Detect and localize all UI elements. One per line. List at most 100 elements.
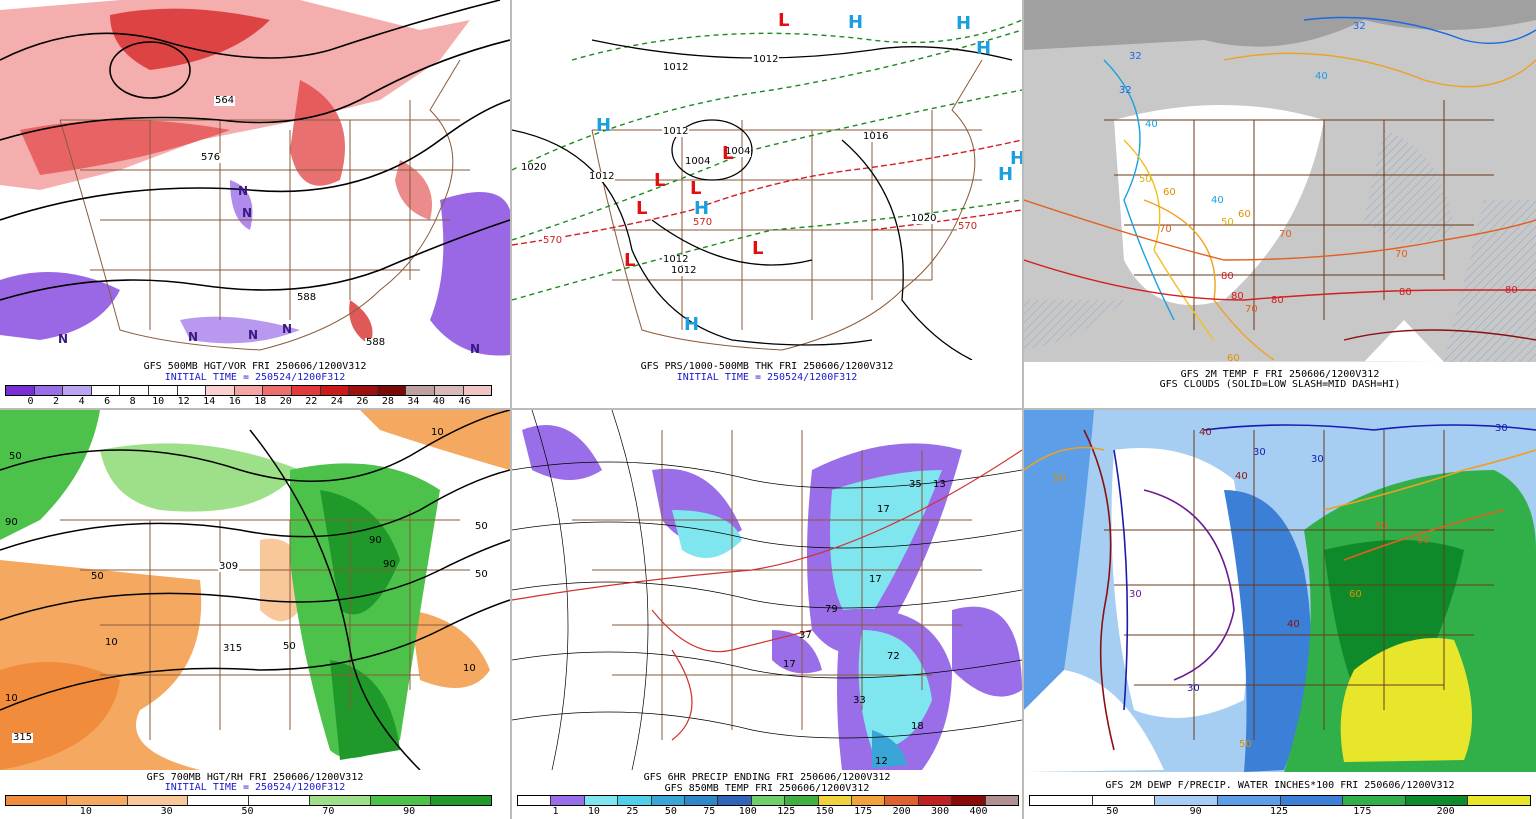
colorbar-swatch [349, 386, 378, 395]
colorbar-tick-label: 22 [305, 396, 318, 407]
map-500mb [0, 0, 510, 360]
thickness-label: 570 [692, 217, 714, 228]
isobar-label: 1004 [684, 156, 712, 167]
colorbar-tick-label: 400 [969, 806, 988, 817]
low-pressure-symbol: L [636, 198, 648, 219]
isobar-label: 1012 [662, 62, 690, 73]
panel-subtitle: GFS CLOUDS (SOLID=LOW SLASH=MID DASH=HI) [1159, 379, 1401, 390]
colorbar-tick-label: 90 [1189, 806, 1202, 817]
colorbar-swatch [818, 796, 853, 805]
colorbar-tick-label: 100 [738, 806, 757, 817]
dewpoint-label: 40 [1199, 427, 1212, 438]
high-pressure-symbol: H [1010, 148, 1022, 169]
contour-label: 564 [214, 95, 236, 106]
panel-precip-850mb: 37 17 17 79 72 33 18 12 35 13 17 GFS 6HR… [512, 410, 1022, 819]
vort-min-symbol: N [242, 206, 253, 220]
isotherm-label: 40 [1211, 195, 1224, 206]
colorbar-swatch [309, 796, 371, 805]
colorbar-tick-label: 50 [241, 806, 254, 817]
isotherm-label: 50 [1221, 217, 1234, 228]
high-pressure-symbol: H [998, 164, 1014, 185]
colorbar-tick-label: 46 [458, 396, 471, 407]
dewpoint-label: 60 [1349, 589, 1362, 600]
colorbar-swatch [6, 386, 35, 395]
colorbar-tick-label: 125 [1269, 806, 1289, 817]
dewpoint-label: 30 [1495, 423, 1508, 434]
isotherm-label: 32 [1353, 21, 1366, 32]
isobar-label: 1020 [520, 162, 548, 173]
dewpoint-label: 50 [1053, 473, 1066, 484]
isotherm-label: 50 [1139, 174, 1152, 185]
colorbar-swatch [234, 386, 264, 395]
precip-label: 33 [853, 695, 866, 706]
colorbar-swatch [518, 796, 552, 805]
colorbar-precip [517, 795, 1019, 806]
contour-label: 576 [200, 152, 222, 163]
panel-init-time: INITIAL TIME = 250524/1200F312 [676, 372, 858, 383]
high-pressure-symbol: H [956, 13, 972, 34]
precip-label: 13 [933, 479, 946, 490]
vort-min-symbol: N [470, 342, 481, 356]
isotherm-label: 70 [1395, 249, 1408, 260]
colorbar-swatch [618, 796, 652, 805]
colorbar-tick-label: 50 [664, 806, 677, 817]
colorbar-tick-label: 90 [403, 806, 416, 817]
contour-label: 588 [365, 337, 387, 348]
panel-init-time: INITIAL TIME = 250524/1200F312 [164, 372, 346, 383]
colorbar-tick-label: 200 [1436, 806, 1455, 817]
panel-700mb-rh: 50 90 90 50 10 10 315 315 309 50 50 10 5… [0, 410, 510, 819]
colorbar-tick-label: 10 [79, 806, 92, 817]
panel-500mb-vorticity: 564 576 588 588 N N N N N N N GFS 500MB … [0, 0, 510, 408]
height-label: 315 [222, 643, 244, 654]
vort-min-symbol: N [282, 322, 293, 336]
isotherm-label: 70 [1159, 224, 1172, 235]
colorbar-swatch [1030, 796, 1093, 805]
isobar-label: 1020 [910, 213, 938, 224]
colorbar-swatch [1343, 796, 1406, 805]
rh-label: 10 [463, 663, 476, 674]
dewpoint-label: 50 [1375, 521, 1388, 532]
height-label: 315 [12, 732, 34, 743]
colorbar-swatch [952, 796, 986, 805]
colorbar-swatch [406, 386, 435, 395]
colorbar-swatch [120, 386, 149, 395]
colorbar-swatch [584, 796, 619, 805]
colorbar-swatch [177, 386, 207, 395]
dewpoint-label: 50 [1239, 739, 1252, 750]
colorbar-tick-label: 75 [703, 806, 716, 817]
colorbar-labels: 10 30 50 70 90 [5, 806, 490, 818]
colorbar-swatch [263, 386, 292, 395]
panel-dewpoint-pw: 50 40 30 30 30 40 50 60 60 30 30 50 40 G… [1024, 410, 1536, 819]
precip-label: 18 [911, 721, 924, 732]
colorbar-tick-label: 25 [626, 806, 639, 817]
colorbar-swatch [463, 386, 492, 395]
high-pressure-symbol: H [694, 198, 710, 219]
colorbar-tick-label: 34 [407, 396, 420, 407]
colorbar-swatch [885, 796, 919, 805]
contour-label: 588 [296, 292, 318, 303]
colorbar-tick-label: 175 [854, 806, 873, 817]
isotherm-label: 32 [1129, 51, 1142, 62]
low-pressure-symbol: L [654, 170, 666, 191]
colorbar-swatch [291, 386, 321, 395]
thickness-label: 570 [542, 235, 564, 246]
colorbar-swatch [1405, 796, 1469, 805]
panel-title: GFS 2M TEMP F FRI 250606/1200V312 [1180, 369, 1380, 380]
colorbar-swatch [651, 796, 686, 805]
dewpoint-label: 40 [1235, 471, 1248, 482]
colorbar-labels: 1 10 25 50 75 100 125 150 175 200 300 400 [517, 806, 1017, 818]
precip-label: 72 [887, 651, 900, 662]
colorbar-tick-label: 16 [228, 396, 241, 407]
isobar-label: 1016 [862, 131, 890, 142]
colorbar-tick-label: 8 [129, 396, 136, 407]
colorbar-swatch [320, 386, 350, 395]
precip-label: 17 [877, 504, 890, 515]
colorbar-tick-label: 10 [587, 806, 600, 817]
colorbar-swatch [985, 796, 1019, 805]
isotherm-label: 70 [1245, 304, 1258, 315]
map-precip [512, 410, 1022, 770]
colorbar-tick-label: 10 [152, 396, 165, 407]
colorbar-tick-label: 1 [552, 806, 559, 817]
high-pressure-symbol: H [976, 38, 992, 59]
map-temperature [1024, 0, 1536, 362]
